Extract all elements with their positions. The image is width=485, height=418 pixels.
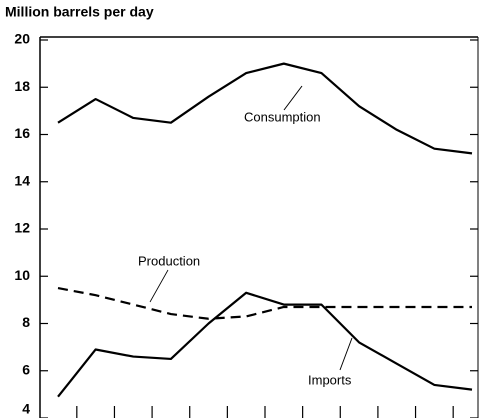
series-line xyxy=(57,291,473,398)
y-tick-label: 10 xyxy=(14,267,30,283)
y-tick-label: 16 xyxy=(14,125,30,141)
series-line xyxy=(57,62,473,155)
chart-title: Million barrels per day xyxy=(5,4,154,20)
annotation: Consumption xyxy=(244,109,321,124)
y-tick-label: 8 xyxy=(22,314,30,330)
y-tick-label: 18 xyxy=(14,78,30,94)
annotation-arrow xyxy=(149,269,169,303)
y-tick-label: 20 xyxy=(14,31,30,47)
y-tick-label: 14 xyxy=(14,172,30,188)
y-tick-label: 12 xyxy=(14,220,30,236)
annotation-arrow xyxy=(339,337,353,371)
y-tick-label: 4 xyxy=(22,401,30,417)
series-line xyxy=(57,286,472,320)
annotation-arrow xyxy=(283,85,303,111)
annotation: Production xyxy=(138,253,200,268)
annotation: Imports xyxy=(308,372,352,387)
y-tick-label: 6 xyxy=(22,361,30,377)
